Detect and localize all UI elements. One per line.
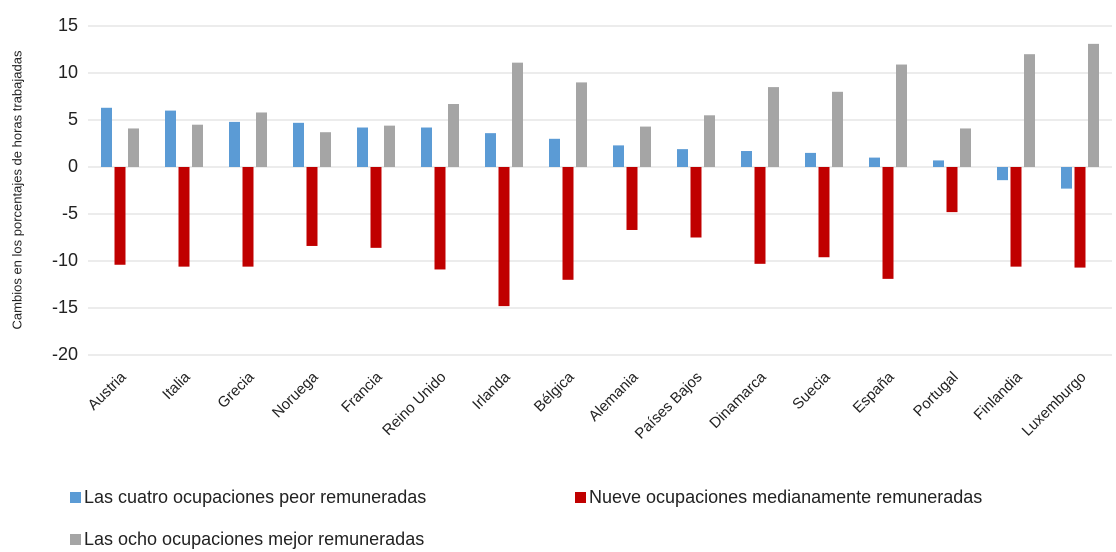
bar	[754, 167, 766, 264]
y-tick-label: -5	[62, 203, 78, 223]
y-tick-label: -10	[52, 250, 78, 270]
bar	[485, 133, 496, 167]
x-tick-label: Austria	[85, 368, 130, 413]
x-tick-label: Luxemburgo	[1019, 369, 1090, 440]
bar	[576, 82, 587, 167]
x-tick-label: Dinamarca	[706, 368, 770, 432]
x-tick-label: España	[850, 368, 898, 416]
legend-swatch	[70, 534, 81, 545]
legend-swatch	[70, 492, 81, 503]
bar	[384, 125, 395, 167]
y-axis-label: Cambios en los porcentajes de horas trab…	[9, 50, 24, 329]
x-tick-label: Suecia	[789, 368, 834, 413]
bar	[704, 115, 715, 167]
bar	[293, 122, 304, 167]
x-tick-label: Países Bajos	[632, 369, 706, 443]
y-tick-label: 10	[58, 62, 78, 82]
bar	[1074, 167, 1086, 268]
bar	[128, 128, 139, 167]
bar	[933, 160, 944, 167]
bar	[741, 151, 752, 167]
bar	[818, 167, 830, 258]
bar	[869, 157, 880, 167]
bar	[306, 167, 318, 246]
bar	[448, 104, 459, 167]
bar	[229, 121, 240, 167]
y-tick-label: -15	[52, 297, 78, 317]
x-tick-label: Noruega	[269, 368, 322, 421]
bar	[677, 149, 688, 167]
bar	[434, 167, 446, 270]
legend-label: Las ocho ocupaciones mejor remuneradas	[84, 529, 424, 549]
bar	[832, 91, 843, 167]
bar	[421, 127, 432, 167]
bar	[1088, 43, 1099, 167]
x-tick-label: Bélgica	[531, 368, 578, 415]
bar	[882, 167, 894, 279]
bar	[256, 112, 267, 167]
bar	[101, 107, 112, 167]
legend-label: Las cuatro ocupaciones peor remuneradas	[84, 487, 426, 507]
x-tick-label: Grecia	[214, 368, 258, 412]
x-tick-label: Italia	[159, 368, 194, 403]
bar	[1024, 54, 1035, 168]
bar	[1010, 167, 1022, 267]
bar	[690, 167, 702, 238]
bar	[805, 152, 816, 167]
bar	[626, 167, 638, 230]
bar	[178, 167, 190, 267]
bar	[320, 132, 331, 167]
y-tick-label: 0	[68, 156, 78, 176]
x-tick-label: Portugal	[910, 369, 962, 421]
bar	[192, 124, 203, 167]
bar	[640, 126, 651, 167]
bar	[114, 167, 126, 265]
bar	[498, 167, 510, 307]
y-tick-label: -20	[52, 344, 78, 364]
x-tick-label: Reino Unido	[379, 369, 449, 439]
bar	[1061, 167, 1072, 189]
y-tick-label: 5	[68, 109, 78, 129]
bar	[549, 138, 560, 167]
x-tick-label: Francia	[338, 368, 386, 416]
bar	[768, 87, 779, 167]
bar	[613, 145, 624, 167]
bar	[370, 167, 382, 248]
bar	[896, 64, 907, 167]
legend-label: Nueve ocupaciones medianamente remunerad…	[589, 487, 982, 507]
bar	[562, 167, 574, 280]
x-tick-label: Irlanda	[469, 368, 514, 413]
y-tick-label: 15	[58, 15, 78, 35]
bar	[242, 167, 254, 267]
x-tick-label: Finlandia	[971, 368, 1027, 424]
bar	[946, 167, 958, 213]
bar	[960, 128, 971, 167]
legend-swatch	[575, 492, 586, 503]
x-tick-label: Alemania	[585, 368, 642, 425]
bar	[512, 62, 523, 167]
bar	[165, 110, 176, 167]
bar	[997, 167, 1008, 181]
bar	[357, 127, 368, 167]
